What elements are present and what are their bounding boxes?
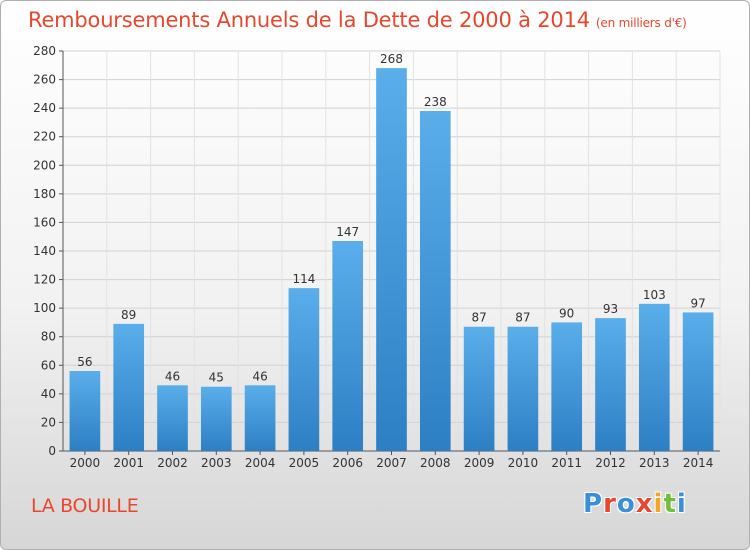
- x-tick-label: 2004: [245, 456, 276, 470]
- chart-title: Remboursements Annuels de la Dette de 20…: [28, 8, 687, 32]
- logo-letter: x: [635, 489, 654, 519]
- x-tick-label: 2013: [639, 456, 670, 470]
- data-label-2000: 56: [77, 355, 92, 369]
- y-tick-label: 280: [33, 44, 56, 58]
- bar-2005: [288, 288, 320, 451]
- logo-letter: t: [663, 489, 677, 519]
- data-label-2013: 103: [643, 288, 666, 302]
- logo-letter: o: [616, 489, 636, 519]
- x-tick-label: 2005: [289, 456, 320, 470]
- y-tick-label: 220: [33, 130, 56, 144]
- x-tick-label: 2010: [508, 456, 539, 470]
- y-tick-label: 20: [41, 415, 56, 429]
- y-tick-label: 240: [33, 101, 56, 115]
- data-label-2012: 93: [603, 302, 618, 316]
- y-tick-label: 80: [41, 330, 56, 344]
- data-label-2011: 90: [559, 306, 574, 320]
- data-label-2005: 114: [292, 272, 315, 286]
- bar-2010: [507, 326, 539, 451]
- x-tick-label: 2007: [376, 456, 407, 470]
- axes: 0 20 40 60 80 100 120 140 160 180 200 220 240 260 280 2…: [33, 44, 720, 470]
- y-tick-label: 140: [33, 244, 56, 258]
- proxiti-logo: Proxiti: [583, 489, 687, 519]
- bar-2003: [200, 386, 232, 451]
- y-tick-label: 100: [33, 301, 56, 315]
- logo-letter: r: [603, 489, 617, 519]
- y-tick-label: 260: [33, 73, 56, 87]
- y-tick-label: 40: [41, 387, 56, 401]
- data-label-2008: 238: [424, 95, 447, 109]
- bar-2000: [69, 371, 101, 451]
- x-tick-label: 2002: [157, 456, 188, 470]
- y-tick-label: 160: [33, 215, 56, 229]
- bar-2009: [463, 326, 495, 451]
- bar-2011: [551, 322, 583, 451]
- data-label-2004: 46: [252, 369, 267, 383]
- bar-2013: [638, 303, 670, 451]
- data-label-2001: 89: [121, 308, 136, 322]
- bar-2012: [595, 318, 626, 451]
- bar-2006: [332, 241, 364, 451]
- y-tick-label: 60: [41, 358, 56, 372]
- chart-title-text: Remboursements Annuels de la Dette de 20…: [28, 8, 590, 32]
- data-label-2009: 87: [471, 311, 486, 325]
- x-tick-label: 2003: [201, 456, 232, 470]
- y-tick-label: 120: [33, 273, 56, 287]
- town-name: LA BOUILLE: [31, 495, 139, 517]
- x-tick-label: 2012: [595, 456, 626, 470]
- bar-2007: [376, 68, 407, 452]
- bars: [69, 68, 714, 452]
- x-tick-label: 2014: [683, 456, 714, 470]
- bar-2004: [244, 385, 276, 451]
- data-label-2014: 97: [690, 296, 705, 310]
- bar-2008: [419, 111, 451, 451]
- logo-letter: i: [653, 489, 664, 519]
- x-tick-label: 2011: [551, 456, 582, 470]
- bar-2014: [682, 312, 714, 451]
- data-label-2006: 147: [336, 225, 359, 239]
- data-label-2007: 268: [380, 52, 403, 66]
- logo-letter: P: [583, 489, 604, 519]
- x-tick-label: 2000: [70, 456, 101, 470]
- y-tick-label: 180: [33, 187, 56, 201]
- x-tick-label: 2008: [420, 456, 451, 470]
- y-tick-label: 0: [48, 444, 56, 458]
- x-tick-label: 2009: [464, 456, 495, 470]
- data-label-2003: 45: [209, 371, 224, 385]
- data-label-2010: 87: [515, 311, 530, 325]
- chart-unit: (en milliers d'€): [595, 16, 687, 30]
- bar-2002: [157, 385, 188, 451]
- y-tick-label: 200: [33, 158, 56, 172]
- data-label-2002: 46: [165, 369, 180, 383]
- data-labels: 56 89 46 45 46 114 147 268 238 87 87 90 93 103 97: [77, 52, 705, 385]
- x-tick-label: 2001: [113, 456, 144, 470]
- bar-2001: [113, 323, 145, 451]
- logo-letter: i: [676, 489, 687, 519]
- x-tick-label: 2006: [332, 456, 363, 470]
